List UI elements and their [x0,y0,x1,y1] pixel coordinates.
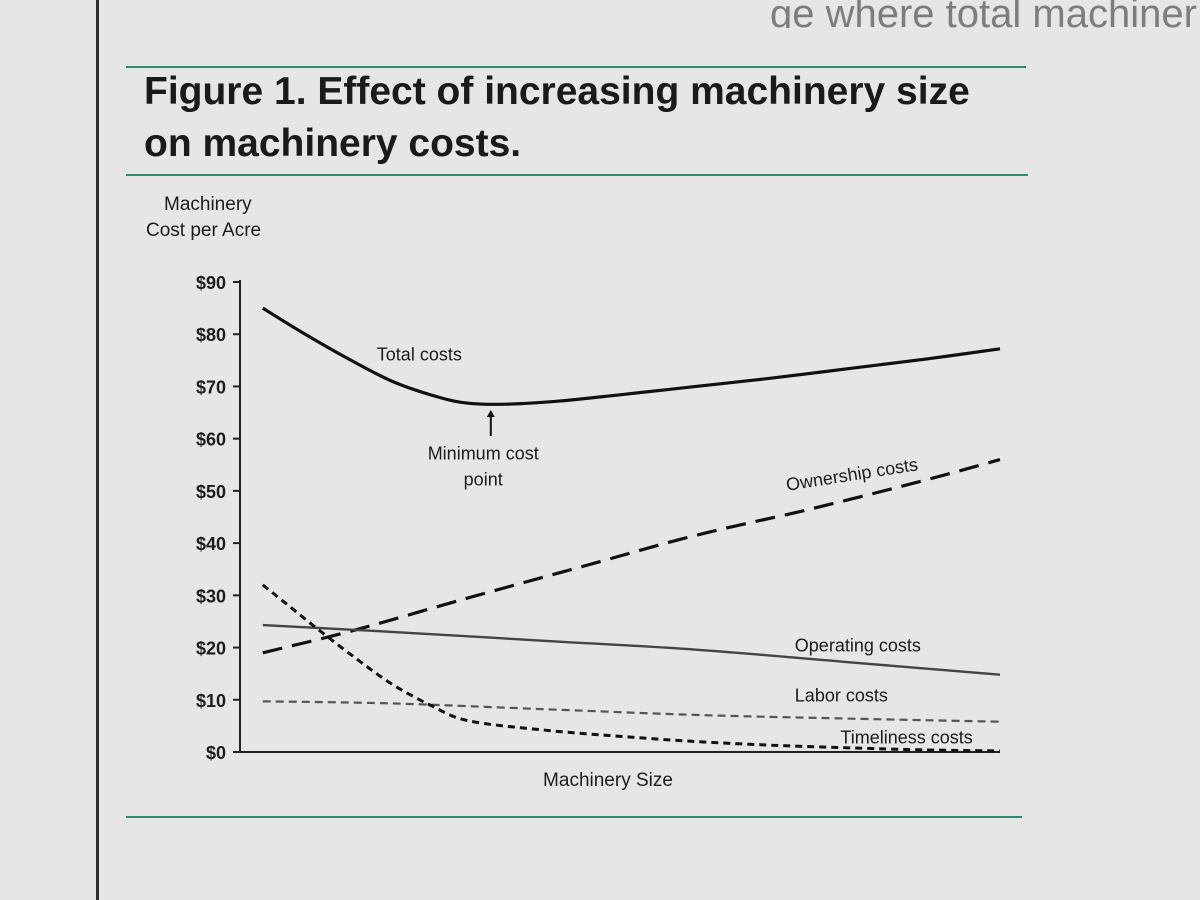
annotation-label: Total costs [377,344,462,364]
y-tick-label: $0 [206,743,226,763]
y-ticks: $0 $10 $20 $30 $40 $50 $60 $70 $80 $90 [196,273,240,763]
annotation-label: Minimum cost [428,444,539,464]
page-edge [96,0,99,900]
y-tick-label: $20 [196,639,226,659]
rule-top [126,66,1026,68]
series-line-ownership-costs [262,458,1001,655]
y-tick-label: $10 [196,691,226,711]
y-tick-label: $50 [196,482,226,502]
annotation-label: Labor costs [795,685,888,705]
series-line-timeliness-costs [261,583,1001,753]
y-tick-label: $80 [196,325,226,345]
y-axis-label-line-2: Cost per Acre [146,220,262,241]
axes [239,280,1000,753]
y-axis-label: Machinery Cost per Acre [146,192,261,244]
y-tick-label: $40 [196,534,226,554]
y-tick-label: $90 [196,273,226,293]
annotation-label: Ownership costs [785,454,920,495]
annotation-label: Timeliness costs [840,728,972,748]
annotations: Total costs Minimum cost point Ownership co… [377,344,973,747]
partial-heading: ge where total machiner [770,0,1197,28]
y-axis-label-line-1: Machinery [164,194,252,215]
rule-bottom [126,816,1022,818]
y-tick-label: $70 [196,377,226,397]
y-tick-label: $30 [196,586,226,606]
rule-under-title [126,174,1028,176]
series-lines [261,306,1001,753]
y-tick-label: $60 [196,430,226,450]
annotation-label: point [464,470,503,490]
series-line-operating-costs [262,623,1001,676]
minimum-cost-arrow-head [486,409,495,417]
x-axis-label: Machinery Size [543,770,673,791]
figure-title: Figure 1. Effect of increasing machinery… [144,70,970,165]
series-line-total-costs [261,306,1001,406]
annotation-label: Operating costs [795,636,921,656]
series-line-labor-costs [262,700,1001,723]
